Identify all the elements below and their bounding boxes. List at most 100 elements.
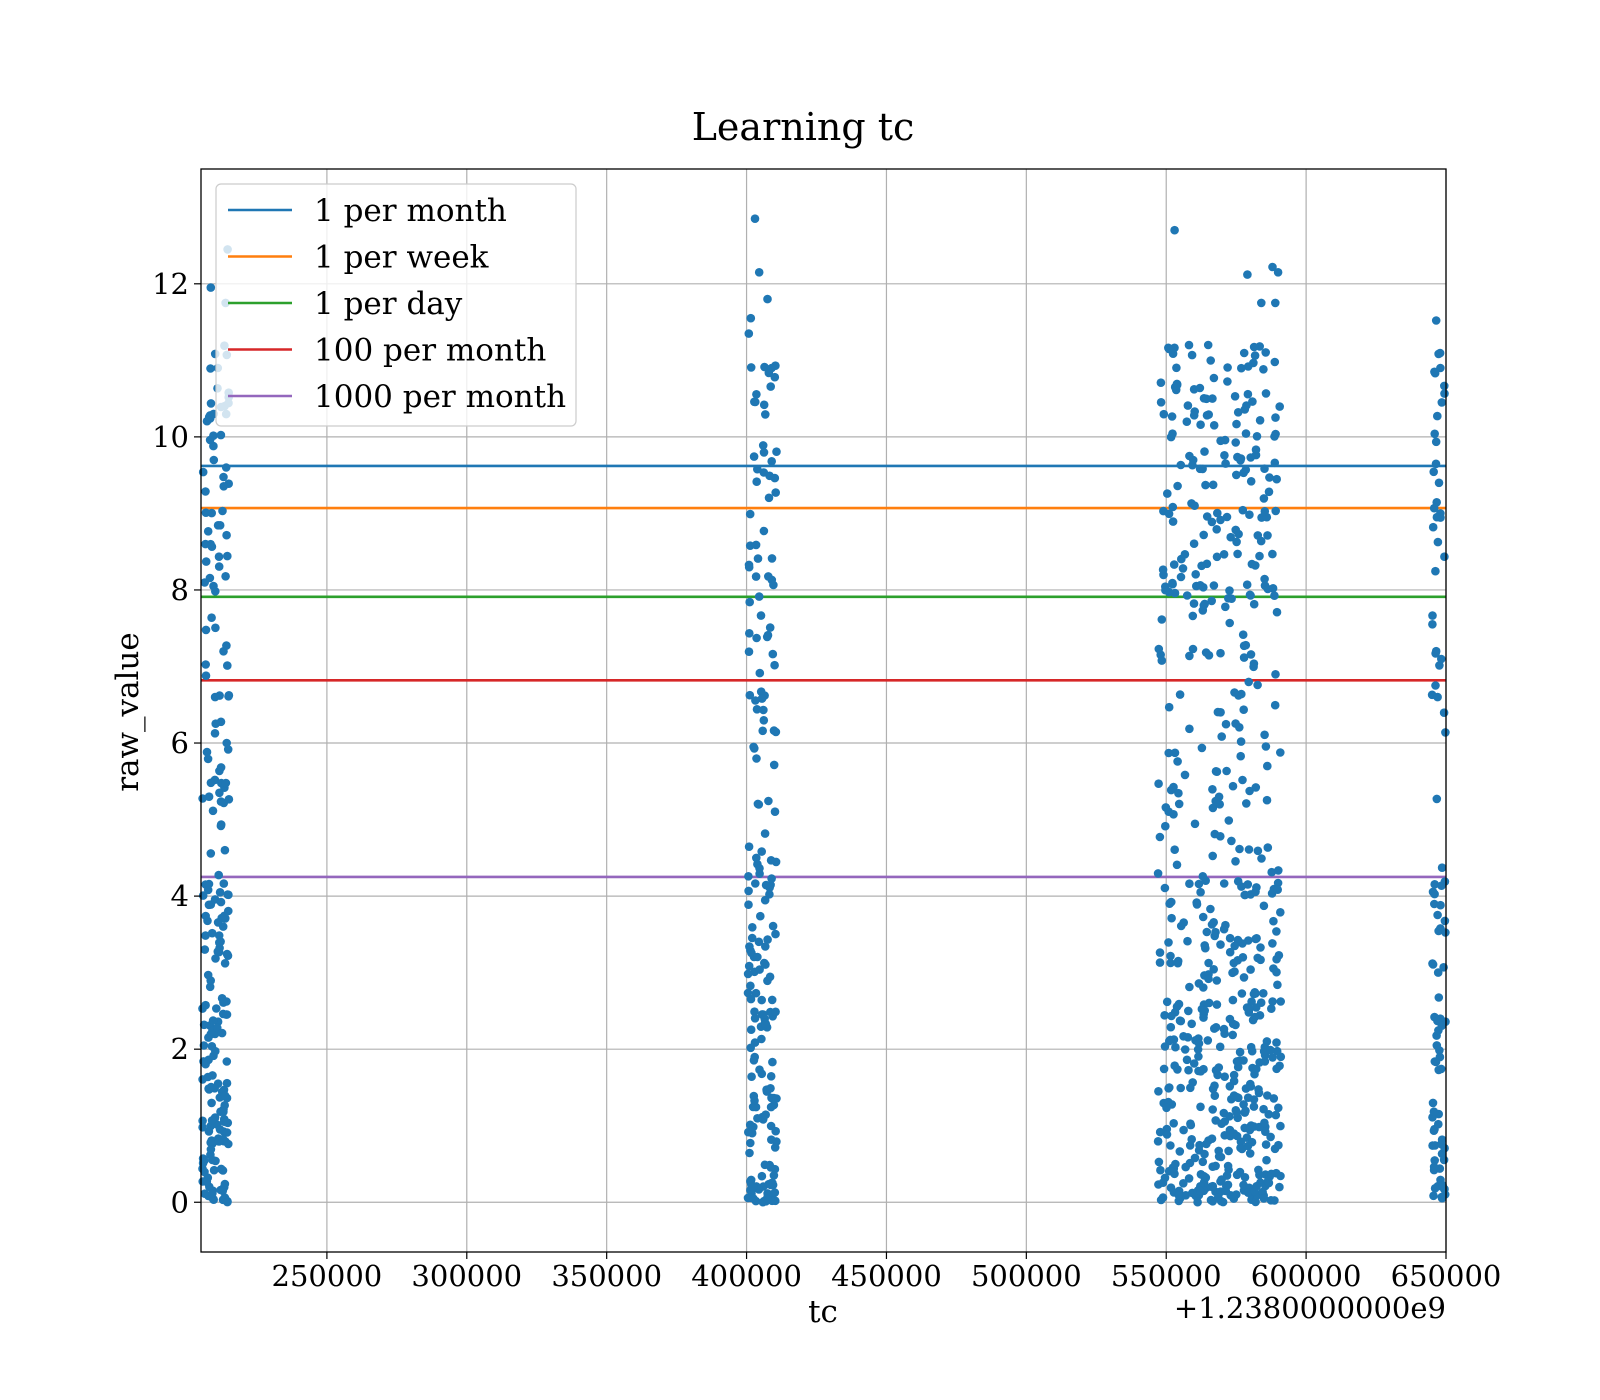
- scatter-point: [1198, 1157, 1208, 1167]
- scatter-point: [1225, 618, 1234, 628]
- scatter-point: [764, 796, 773, 806]
- scatter-point: [1246, 965, 1255, 974]
- scatter-point: [1263, 584, 1273, 594]
- scatter-point: [207, 508, 216, 518]
- scatter-point: [1225, 1014, 1235, 1024]
- scatter-point: [1433, 910, 1442, 920]
- scatter-point: [1430, 1156, 1439, 1165]
- scatter-point: [744, 961, 754, 971]
- scatter-point: [1216, 940, 1225, 949]
- scatter-point: [1270, 591, 1279, 600]
- scatter-point: [770, 473, 780, 483]
- scatter-point: [1210, 1091, 1220, 1100]
- scatter-point: [1162, 1103, 1171, 1113]
- scatter-point: [220, 1101, 229, 1110]
- scatter-point: [1251, 887, 1260, 897]
- scatter-point: [1191, 570, 1200, 579]
- scatter-point: [1433, 537, 1443, 547]
- scatter-point: [1156, 1165, 1165, 1175]
- scatter-point: [1217, 732, 1226, 741]
- scatter-point: [1276, 908, 1285, 917]
- scatter-point: [1196, 887, 1205, 897]
- scatter-point: [1228, 995, 1238, 1005]
- scatter-point: [1190, 501, 1199, 511]
- scatter-point: [205, 435, 215, 445]
- scatter-point: [1429, 1126, 1439, 1135]
- scatter-point: [1231, 719, 1240, 728]
- scatter-point: [208, 806, 218, 816]
- scatter-point: [1433, 968, 1443, 977]
- scatter-point: [1167, 913, 1176, 923]
- scatter-point: [1164, 748, 1173, 758]
- scatter-point: [220, 911, 229, 921]
- scatter-point: [222, 1128, 232, 1137]
- scatter-point: [1229, 1194, 1239, 1203]
- scatter-point: [218, 506, 227, 516]
- scatter-point: [751, 572, 761, 581]
- scatter-point: [1240, 1173, 1250, 1182]
- scatter-point: [1239, 973, 1249, 982]
- scatter-point: [224, 890, 233, 900]
- scatter-point: [211, 954, 220, 963]
- scatter-point: [1262, 1155, 1271, 1165]
- scatter-point: [761, 942, 770, 951]
- scatter-point: [1182, 591, 1192, 600]
- scatter-point: [1274, 866, 1283, 875]
- scatter-point: [1219, 1024, 1229, 1034]
- scatter-point: [1223, 377, 1232, 386]
- scatter-point: [1246, 1042, 1256, 1052]
- scatter-point: [222, 1078, 232, 1088]
- scatter-point: [1440, 916, 1450, 926]
- scatter-point: [1204, 974, 1213, 984]
- scatter-point: [1236, 751, 1245, 761]
- scatter-point: [1268, 1053, 1277, 1062]
- scatter-point: [765, 623, 775, 632]
- scatter-point: [760, 1160, 770, 1170]
- scatter-point: [1273, 885, 1282, 894]
- scatter-point: [221, 572, 230, 581]
- scatter-point: [760, 958, 769, 968]
- scatter-point: [1229, 958, 1239, 968]
- scatter-point: [762, 632, 772, 642]
- scatter-point: [1270, 357, 1280, 367]
- scatter-point: [1217, 1175, 1226, 1184]
- scatter-point: [1208, 803, 1218, 813]
- scatter-point: [1155, 832, 1165, 842]
- scatter-point: [1232, 1108, 1242, 1117]
- scatter-point: [1232, 419, 1241, 429]
- scatter-point: [1214, 1063, 1224, 1072]
- scatter-point: [1202, 927, 1212, 937]
- scatter-point: [1161, 585, 1170, 595]
- scatter-point: [1157, 615, 1167, 624]
- scatter-point: [1204, 998, 1214, 1008]
- legend-label: 1 per week: [314, 240, 489, 276]
- scatter-point: [1263, 1091, 1272, 1100]
- scatter-point: [203, 754, 213, 764]
- scatter-point: [1436, 363, 1445, 373]
- scatter-point: [1272, 1046, 1282, 1056]
- scatter-point: [1437, 1021, 1447, 1030]
- scatter-point: [1429, 467, 1438, 477]
- scatter-point: [1208, 394, 1217, 403]
- scatter-point: [1223, 1161, 1233, 1171]
- scatter-point: [1168, 429, 1177, 439]
- scatter-point: [1437, 881, 1446, 890]
- scatter-point: [204, 879, 214, 889]
- scatter-point: [1153, 869, 1163, 878]
- scatter-point: [1209, 918, 1218, 927]
- scatter-point: [1211, 1161, 1220, 1171]
- scatter-point: [201, 660, 210, 669]
- scatter-point: [1159, 409, 1169, 419]
- legend-box: [215, 183, 577, 427]
- scatter-point: [1256, 998, 1266, 1007]
- scatter-point: [751, 879, 760, 888]
- scatter-point: [756, 911, 765, 921]
- scatter-point: [756, 687, 766, 696]
- scatter-point: [1263, 531, 1272, 540]
- scatter-point: [1187, 350, 1197, 360]
- scatter-point: [1237, 363, 1246, 373]
- scatter-point: [750, 214, 760, 223]
- scatter-point: [1208, 1181, 1218, 1191]
- scatter-point: [1169, 810, 1178, 819]
- scatter-point: [1190, 1153, 1200, 1163]
